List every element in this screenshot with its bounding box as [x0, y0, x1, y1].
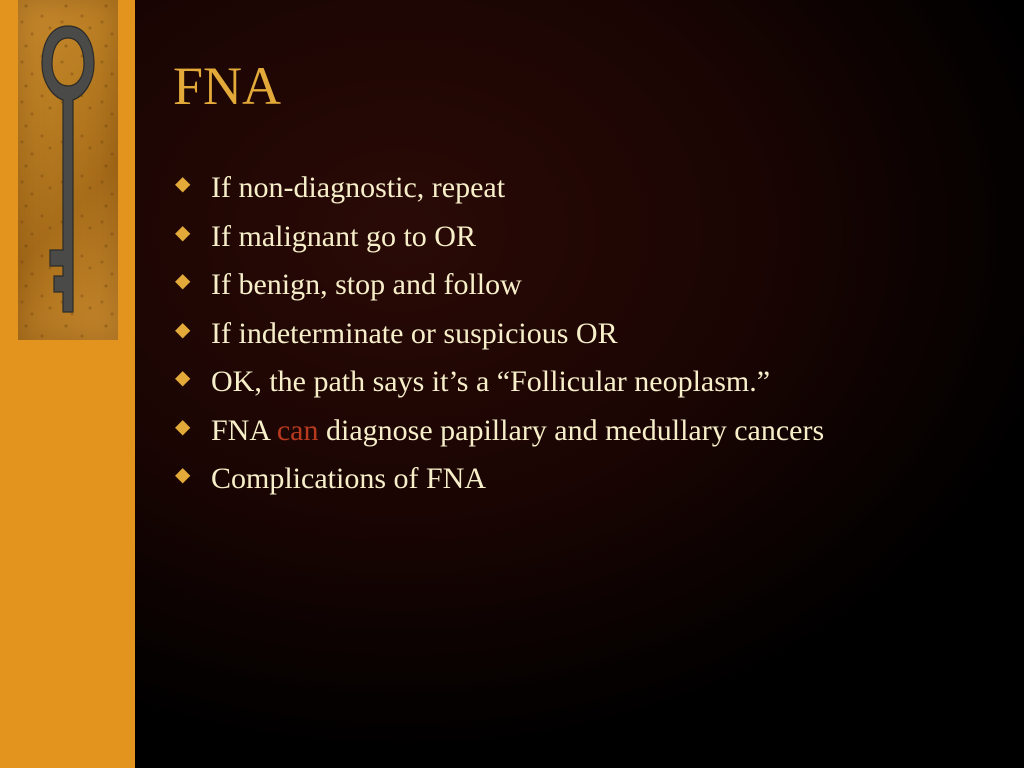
- bullet-text: OK, the path says it’s a “Follicular neo…: [211, 365, 770, 398]
- slide-title: FNA: [173, 55, 984, 117]
- slide-content: FNA If non-diagnostic, repeat If maligna…: [135, 0, 1024, 768]
- bullet-text: Complications of FNA: [211, 462, 486, 495]
- list-item: If benign, stop and follow: [175, 262, 984, 309]
- list-item: OK, the path says it’s a “Follicular neo…: [175, 359, 984, 406]
- key-icon: [36, 20, 100, 320]
- sidebar: [0, 0, 135, 768]
- bullet-text-pre: FNA: [211, 414, 277, 447]
- list-item: If non-diagnostic, repeat: [175, 165, 984, 212]
- bullet-list: If non-diagnostic, repeat If malignant g…: [175, 165, 984, 503]
- bullet-text-post: diagnose papillary and medullary cancers: [319, 414, 825, 447]
- bullet-text-emph: can: [277, 414, 319, 447]
- list-item: If malignant go to OR: [175, 214, 984, 261]
- list-item: FNA can diagnose papillary and medullary…: [175, 408, 984, 455]
- bullet-text: If non-diagnostic, repeat: [211, 171, 505, 204]
- bullet-text: If benign, stop and follow: [211, 268, 522, 301]
- key-image-panel: [18, 0, 118, 340]
- list-item: Complications of FNA: [175, 456, 984, 503]
- bullet-text: If indeterminate or suspicious OR: [211, 317, 618, 350]
- list-item: If indeterminate or suspicious OR: [175, 311, 984, 358]
- bullet-text: If malignant go to OR: [211, 220, 476, 253]
